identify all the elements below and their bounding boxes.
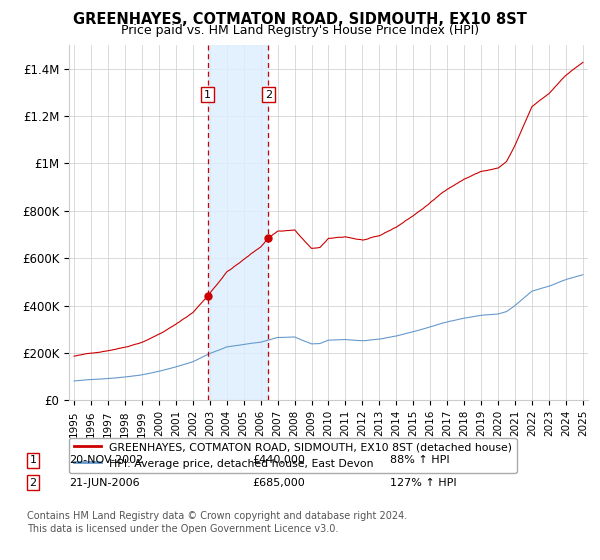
Text: 20-NOV-2002: 20-NOV-2002 bbox=[69, 455, 143, 465]
Text: 127% ↑ HPI: 127% ↑ HPI bbox=[390, 478, 457, 488]
Text: £685,000: £685,000 bbox=[252, 478, 305, 488]
Legend: GREENHAYES, COTMATON ROAD, SIDMOUTH, EX10 8ST (detached house), HPI: Average pri: GREENHAYES, COTMATON ROAD, SIDMOUTH, EX1… bbox=[69, 438, 517, 473]
Text: 2: 2 bbox=[265, 90, 272, 100]
Text: 1: 1 bbox=[204, 90, 211, 100]
Text: £440,000: £440,000 bbox=[252, 455, 305, 465]
Text: 21-JUN-2006: 21-JUN-2006 bbox=[69, 478, 140, 488]
Text: 88% ↑ HPI: 88% ↑ HPI bbox=[390, 455, 449, 465]
Text: Contains HM Land Registry data © Crown copyright and database right 2024.: Contains HM Land Registry data © Crown c… bbox=[27, 511, 407, 521]
Text: 1: 1 bbox=[29, 455, 37, 465]
Text: Price paid vs. HM Land Registry's House Price Index (HPI): Price paid vs. HM Land Registry's House … bbox=[121, 24, 479, 36]
Text: This data is licensed under the Open Government Licence v3.0.: This data is licensed under the Open Gov… bbox=[27, 524, 338, 534]
Bar bbox=[208, 45, 268, 400]
Text: 2: 2 bbox=[29, 478, 37, 488]
Text: GREENHAYES, COTMATON ROAD, SIDMOUTH, EX10 8ST: GREENHAYES, COTMATON ROAD, SIDMOUTH, EX1… bbox=[73, 12, 527, 27]
